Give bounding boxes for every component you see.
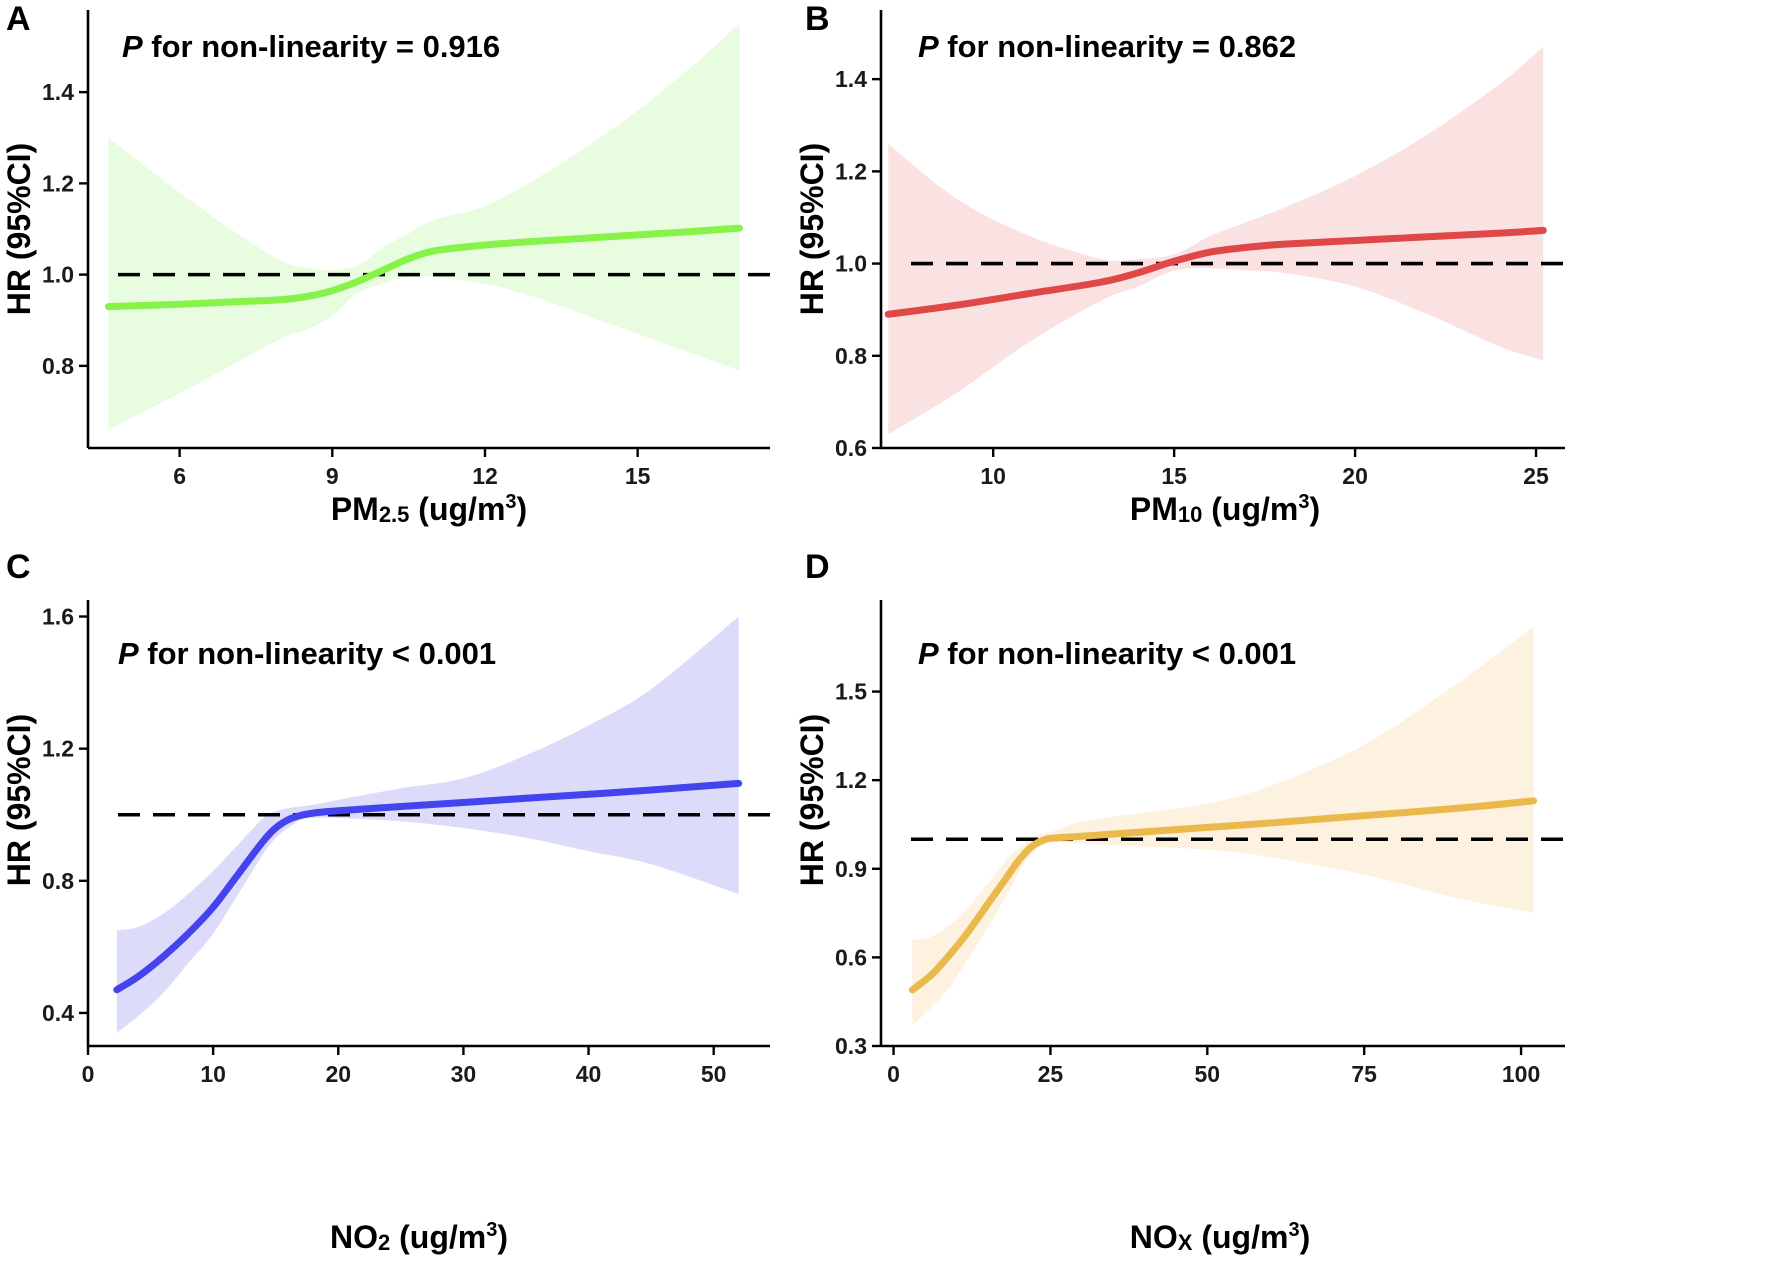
y-tick-label: 1.2 <box>42 736 74 762</box>
y-tick-label: 0.6 <box>835 944 867 970</box>
y-tick-label: 1.0 <box>42 262 74 288</box>
panel-letter: D <box>805 548 830 586</box>
x-axis-title: PM10 (ug/m3) <box>1130 491 1320 527</box>
x-title-close: ) <box>1300 1219 1311 1255</box>
x-tick-label: 75 <box>1351 1061 1377 1087</box>
x-title-superscript: 3 <box>486 1219 497 1241</box>
x-title-close: ) <box>1309 491 1320 527</box>
y-tick-label: 1.0 <box>835 251 867 277</box>
y-tick-label: 1.2 <box>835 767 867 793</box>
y-tick-label: 1.2 <box>835 158 867 184</box>
x-tick-label: 50 <box>701 1061 727 1087</box>
y-tick-label: 0.4 <box>42 1000 74 1026</box>
x-title-subscript: 10 <box>1178 502 1202 527</box>
y-axis-title: HR (95%CI) <box>1 714 37 886</box>
y-axis-title: HR (95%CI) <box>794 714 830 886</box>
panel-letter: B <box>805 0 830 38</box>
x-tick-label: 0 <box>887 1061 900 1087</box>
y-tick-label: 1.4 <box>42 79 74 105</box>
x-tick-label: 15 <box>625 463 651 489</box>
x-tick-label: 15 <box>1161 463 1187 489</box>
y-tick-label: 1.5 <box>835 679 867 705</box>
x-title-close: ) <box>497 1219 508 1255</box>
panel-letter: C <box>6 548 31 586</box>
annotation-text: for non-linearity < 0.001 <box>939 636 1296 671</box>
panel-letter: A <box>6 0 31 38</box>
x-title-main: NO <box>1130 1219 1178 1255</box>
y-tick-label: 0.3 <box>835 1033 867 1059</box>
x-title-main: PM <box>331 491 379 527</box>
x-tick-label: 40 <box>576 1061 602 1087</box>
panel-d: 0 25 50 75 100 0.3 0.6 0.9 1.2 1.5 D P for non-line… <box>794 548 1565 1255</box>
x-tick-label: 12 <box>472 463 498 489</box>
x-title-close: ) <box>517 491 528 527</box>
x-title-main: PM <box>1130 491 1178 527</box>
y-tick-label: 1.2 <box>42 170 74 196</box>
hr-curve <box>908 797 1538 994</box>
x-tick-label: 50 <box>1195 1061 1221 1087</box>
x-tick-label: 9 <box>326 463 339 489</box>
ci-band <box>108 23 740 430</box>
x-tick-label: 6 <box>173 463 186 489</box>
hr-curve <box>884 226 1547 318</box>
x-title-superscript: 3 <box>505 491 516 513</box>
y-axis-title: HR (95%CI) <box>794 143 830 315</box>
annotation-p: P <box>918 29 939 64</box>
x-title-subscript: 2.5 <box>379 502 410 527</box>
x-tick-label: 25 <box>1523 463 1549 489</box>
x-tick-label: 10 <box>980 463 1006 489</box>
y-tick-label: 0.8 <box>835 343 867 369</box>
panel-c: 0 10 20 30 40 50 0.4 0.8 1.2 1.6 C P for non-linear… <box>1 548 770 1255</box>
x-title-main: NO <box>330 1219 378 1255</box>
panel-a: 6 9 12 15 0.8 1.0 1.2 1.4 A P for non-linearity =… <box>1 0 770 527</box>
nonlinearity-annotation: P for non-linearity = 0.916 <box>122 29 500 64</box>
x-tick-label: 0 <box>82 1061 95 1087</box>
y-tick-label: 1.4 <box>835 66 867 92</box>
annotation-text: for non-linearity = 0.862 <box>939 29 1296 64</box>
x-title-subscript: 2 <box>378 1230 390 1255</box>
x-axis-title: NOX (ug/m3) <box>1130 1219 1310 1255</box>
x-tick-label: 25 <box>1038 1061 1064 1087</box>
nonlinearity-annotation: P for non-linearity < 0.001 <box>918 636 1296 671</box>
y-tick-label: 1.6 <box>42 604 74 630</box>
x-tick-label: 10 <box>200 1061 226 1087</box>
x-tick-label: 20 <box>325 1061 351 1087</box>
y-tick-label: 0.8 <box>42 353 74 379</box>
x-title-unit: (ug/m <box>1202 491 1298 527</box>
y-axis-title: HR (95%CI) <box>1 143 37 315</box>
ci-band <box>116 616 739 1033</box>
x-title-superscript: 3 <box>1288 1219 1299 1241</box>
hr-curve <box>113 779 743 994</box>
y-tick-label: 0.8 <box>42 868 74 894</box>
x-tick-label: 20 <box>1342 463 1368 489</box>
hr-curve <box>104 224 743 311</box>
x-tick-label: 30 <box>451 1061 477 1087</box>
x-tick-label: 100 <box>1502 1061 1540 1087</box>
x-title-subscript: X <box>1178 1230 1193 1255</box>
x-title-unit: (ug/m <box>409 491 505 527</box>
annotation-p: P <box>122 29 143 64</box>
annotation-text: for non-linearity < 0.001 <box>139 636 496 671</box>
x-title-unit: (ug/m <box>1192 1219 1288 1255</box>
annotation-text: for non-linearity = 0.916 <box>143 29 500 64</box>
x-title-superscript: 3 <box>1298 491 1309 513</box>
annotation-p: P <box>118 636 139 671</box>
y-tick-label: 0.6 <box>835 435 867 461</box>
annotation-p: P <box>918 636 939 671</box>
ci-band <box>888 46 1544 435</box>
x-title-unit: (ug/m <box>390 1219 486 1255</box>
nonlinearity-annotation: P for non-linearity < 0.001 <box>118 636 496 671</box>
x-axis-title: PM2.5 (ug/m3) <box>331 491 527 527</box>
panel-b: 10 15 20 25 0.6 0.8 1.0 1.2 1.4 B P for non-linear… <box>794 0 1565 527</box>
nonlinearity-annotation: P for non-linearity = 0.862 <box>918 29 1296 64</box>
x-axis-title: NO2 (ug/m3) <box>330 1219 508 1255</box>
y-tick-label: 0.9 <box>835 856 867 882</box>
